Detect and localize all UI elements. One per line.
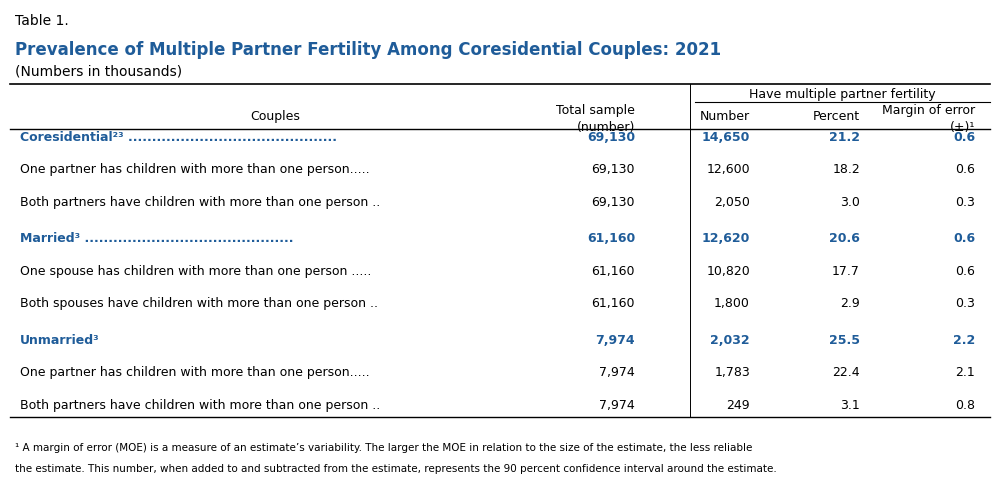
Text: 61,160: 61,160 xyxy=(587,232,635,245)
Text: 69,130: 69,130 xyxy=(587,131,635,144)
Text: Both partners have children with more than one person ..: Both partners have children with more th… xyxy=(20,399,380,412)
Text: Unmarried³: Unmarried³ xyxy=(20,334,100,347)
Text: 0.6: 0.6 xyxy=(955,163,975,176)
Text: (Numbers in thousands): (Numbers in thousands) xyxy=(15,65,182,78)
Text: 0.3: 0.3 xyxy=(955,196,975,209)
Text: ¹ A margin of error (MOE) is a measure of an estimate’s variability. The larger : ¹ A margin of error (MOE) is a measure o… xyxy=(15,443,752,453)
Text: One partner has children with more than one person.....: One partner has children with more than … xyxy=(20,163,370,176)
Text: Prevalence of Multiple Partner Fertility Among Coresidential Couples: 2021: Prevalence of Multiple Partner Fertility… xyxy=(15,41,721,59)
Text: 7,974: 7,974 xyxy=(595,334,635,347)
Text: 69,130: 69,130 xyxy=(592,163,635,176)
Text: Coresidential²³ ............................................: Coresidential²³ ........................… xyxy=(20,131,337,144)
Text: Have multiple partner fertility: Have multiple partner fertility xyxy=(749,88,936,101)
Text: 1,783: 1,783 xyxy=(714,366,750,379)
Text: 10,820: 10,820 xyxy=(706,265,750,278)
Text: 1,800: 1,800 xyxy=(714,297,750,310)
Text: Table 1.: Table 1. xyxy=(15,14,69,28)
Text: 2,032: 2,032 xyxy=(710,334,750,347)
Text: Margin of error
(±)¹: Margin of error (±)¹ xyxy=(882,104,975,134)
Text: 2.2: 2.2 xyxy=(953,334,975,347)
Text: 0.8: 0.8 xyxy=(955,399,975,412)
Text: Both partners have children with more than one person ..: Both partners have children with more th… xyxy=(20,196,380,209)
Text: 61,160: 61,160 xyxy=(592,297,635,310)
Text: Percent: Percent xyxy=(813,110,860,123)
Text: One partner has children with more than one person.....: One partner has children with more than … xyxy=(20,366,370,379)
Text: 12,620: 12,620 xyxy=(702,232,750,245)
Text: 0.6: 0.6 xyxy=(953,131,975,144)
Text: 25.5: 25.5 xyxy=(829,334,860,347)
Text: 249: 249 xyxy=(726,399,750,412)
Text: 2.1: 2.1 xyxy=(955,366,975,379)
Text: 3.0: 3.0 xyxy=(840,196,860,209)
Text: 3.1: 3.1 xyxy=(840,399,860,412)
Text: 22.4: 22.4 xyxy=(832,366,860,379)
Text: the estimate. This number, when added to and subtracted from the estimate, repre: the estimate. This number, when added to… xyxy=(15,464,777,474)
Text: 69,130: 69,130 xyxy=(592,196,635,209)
Text: 7,974: 7,974 xyxy=(599,399,635,412)
Text: Couples: Couples xyxy=(250,110,300,123)
Text: Both spouses have children with more than one person ..: Both spouses have children with more tha… xyxy=(20,297,378,310)
Text: One spouse has children with more than one person .....: One spouse has children with more than o… xyxy=(20,265,371,278)
Text: Number: Number xyxy=(700,110,750,123)
Text: 0.6: 0.6 xyxy=(955,265,975,278)
Text: 2,050: 2,050 xyxy=(714,196,750,209)
Text: 20.6: 20.6 xyxy=(829,232,860,245)
Text: 12,600: 12,600 xyxy=(706,163,750,176)
Text: 0.6: 0.6 xyxy=(953,232,975,245)
Text: 14,650: 14,650 xyxy=(702,131,750,144)
Text: Married³ ............................................: Married³ ...............................… xyxy=(20,232,294,245)
Text: 21.2: 21.2 xyxy=(829,131,860,144)
Text: 7,974: 7,974 xyxy=(599,366,635,379)
Text: 2.9: 2.9 xyxy=(840,297,860,310)
Text: 0.3: 0.3 xyxy=(955,297,975,310)
Text: 61,160: 61,160 xyxy=(592,265,635,278)
Text: Total sample
(number): Total sample (number) xyxy=(556,104,635,134)
Text: 18.2: 18.2 xyxy=(832,163,860,176)
Text: 17.7: 17.7 xyxy=(832,265,860,278)
